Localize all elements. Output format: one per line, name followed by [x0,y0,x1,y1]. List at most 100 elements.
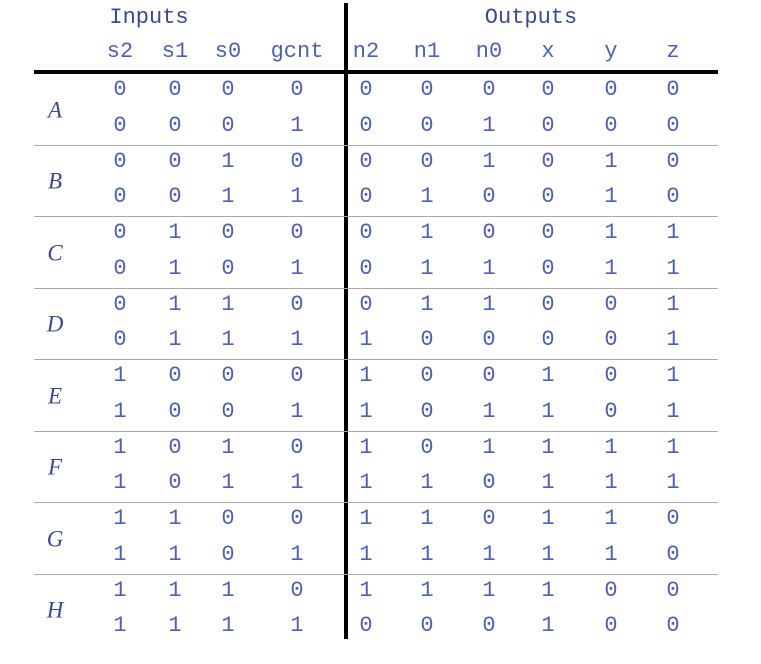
bit-cell-z: 0 [666,506,680,531]
bit-cell-n2: 0 [359,220,373,245]
bit-cell-n2: 0 [359,184,373,210]
group-separator [34,574,718,575]
bit-cell-n1: 0 [420,398,434,424]
bit-cell-z: 1 [666,220,680,245]
bit-cell-z: 0 [666,148,680,174]
bit-cell-n1: 0 [420,327,434,353]
bit-cell-n0: 1 [482,255,496,281]
group-separator [34,502,718,503]
bit-cell-z: 0 [666,613,680,639]
bit-cell-x: 0 [541,220,555,245]
bit-cell-y: 1 [604,184,618,210]
bit-cell-s1: 0 [168,184,182,210]
bit-cell-n2: 1 [359,327,373,353]
header-rule [34,70,718,74]
bit-cell-y: 0 [604,327,618,353]
bit-cell-z: 0 [666,77,680,102]
bit-cell-gcnt: 1 [290,541,304,567]
bit-cell-n1: 0 [420,613,434,639]
bit-cell-s0: 1 [221,327,235,353]
bit-cell-s2: 0 [113,291,127,317]
bit-cell-y: 0 [604,363,618,388]
bit-cell-x: 1 [541,398,555,424]
bit-cell-s0: 0 [221,363,235,388]
bit-cell-y: 1 [604,434,618,460]
bit-cell-s2: 1 [113,577,127,603]
bit-cell-y: 1 [604,148,618,174]
bit-cell-s1: 1 [168,291,182,317]
bit-cell-gcnt: 1 [290,613,304,639]
bit-cell-n1: 1 [420,184,434,210]
column-header-s1: s1 [161,39,189,64]
bit-cell-s2: 1 [113,470,127,496]
bit-cell-n0: 0 [482,470,496,496]
bit-cell-y: 0 [604,77,618,102]
bit-cell-n1: 0 [420,112,434,138]
bit-cell-z: 1 [666,398,680,424]
bit-cell-n0: 1 [482,541,496,567]
bit-cell-s0: 0 [221,112,235,138]
bit-cell-s2: 0 [113,220,127,245]
bit-cell-gcnt: 0 [290,291,304,317]
column-header-x: x [541,39,555,64]
bit-cell-n1: 0 [420,434,434,460]
bit-cell-y: 1 [604,470,618,496]
bit-cell-s1: 1 [168,541,182,567]
column-header-gcnt: gcnt [270,39,324,64]
bit-cell-s0: 1 [221,291,235,317]
bit-cell-gcnt: 1 [290,255,304,281]
bit-cell-y: 1 [604,541,618,567]
bit-cell-s1: 1 [168,577,182,603]
bit-cell-z: 0 [666,541,680,567]
bit-cell-n1: 1 [420,220,434,245]
state-label-b: B [47,168,63,194]
bit-cell-s2: 1 [113,398,127,424]
bit-cell-n1: 1 [420,506,434,531]
group-separator [34,431,718,432]
bit-cell-n1: 1 [420,291,434,317]
bit-cell-z: 0 [666,184,680,210]
group-separator [34,145,718,146]
state-label-c: C [47,240,63,266]
bit-cell-gcnt: 0 [290,363,304,388]
bit-cell-gcnt: 1 [290,184,304,210]
bit-cell-s2: 0 [113,255,127,281]
bit-cell-gcnt: 0 [290,577,304,603]
bit-cell-z: 0 [666,577,680,603]
bit-cell-gcnt: 1 [290,398,304,424]
bit-cell-gcnt: 1 [290,112,304,138]
state-label-d: D [46,311,64,337]
outputs-group-header: Outputs [484,5,578,30]
bit-cell-s1: 1 [168,255,182,281]
bit-cell-n0: 1 [482,434,496,460]
bit-cell-s0: 0 [221,506,235,531]
bit-cell-s0: 0 [221,398,235,424]
bit-cell-n2: 0 [359,613,373,639]
bit-cell-z: 1 [666,327,680,353]
bit-cell-s0: 1 [221,184,235,210]
bit-cell-n0: 1 [482,148,496,174]
bit-cell-gcnt: 1 [290,470,304,496]
bit-cell-gcnt: 0 [290,506,304,531]
bit-cell-s1: 0 [168,77,182,102]
group-separator [34,216,718,217]
bit-cell-s2: 1 [113,434,127,460]
bit-cell-n1: 0 [420,363,434,388]
bit-cell-s0: 0 [221,255,235,281]
bit-cell-s2: 0 [113,112,127,138]
column-header-y: y [604,39,618,64]
bit-cell-n0: 0 [482,506,496,531]
bit-cell-n0: 0 [482,363,496,388]
bit-cell-x: 0 [541,77,555,102]
bit-cell-x: 0 [541,291,555,317]
bit-cell-x: 0 [541,327,555,353]
bit-cell-x: 0 [541,148,555,174]
bit-cell-s1: 0 [168,398,182,424]
bit-cell-n0: 0 [482,184,496,210]
bit-cell-s2: 1 [113,613,127,639]
bit-cell-y: 0 [604,291,618,317]
bit-cell-s0: 0 [221,77,235,102]
bit-cell-y: 1 [604,255,618,281]
bit-cell-s2: 0 [113,184,127,210]
bit-cell-n2: 0 [359,148,373,174]
